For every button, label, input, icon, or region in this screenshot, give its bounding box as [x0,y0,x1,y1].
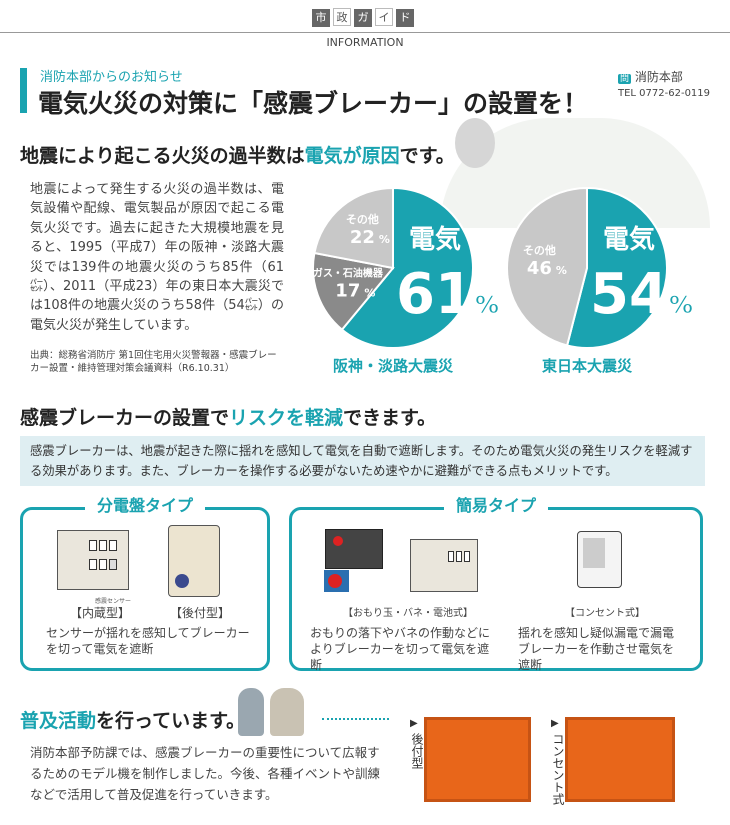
panel2-desc1: おもりの落下やバネの作動などによりブレーカーを切って電気を遮断 [310,626,491,672]
pie-title-higashi: 東日本大震災 [541,357,632,375]
pie-slice-label: その他 [346,212,379,226]
tag-char: 政 [333,8,351,26]
outlet-sensor-illustration [577,531,622,588]
firefighter-illustration [270,688,304,736]
builtin-breaker-illustration [57,530,129,590]
kicker: 消防本部からのお知らせ [40,70,183,85]
header-divider [0,32,730,33]
sensor-label: 感震センサー [95,598,132,605]
pie-slice [565,186,668,349]
section-label: INFORMATION [326,36,404,49]
panel-title: 分電盤タイプ [84,492,206,516]
retrofit-breaker-illustration [168,525,220,597]
pie-slice-value: 46 [527,258,552,279]
arrow-icon: ▶ [410,718,418,729]
arrow-icon: ▶ [551,718,559,729]
pie-slice-label: 電気 [603,224,655,255]
source-note: 出典：総務省消防庁 第1回住宅用火災警報器・感震ブレーカー設置・維持管理対策会議… [30,350,277,374]
heading-text: できます。 [343,407,437,429]
pie-slice [506,186,588,347]
pie-slice-value: 17 [335,280,360,301]
pie-percent-sign: % [364,286,375,299]
section2-heading: 感震ブレーカーの設置でリスクを軽減できます。 [20,403,436,430]
section1-body: 地震によって発生する火災の過半数は、電気設備や配線、電気製品が原因で起こる電気火… [30,182,284,333]
tag-char: ド [396,9,414,27]
tag-char: 市 [312,9,330,27]
title-accent-bar [20,68,27,113]
heading-highlight: 電気が原因 [304,145,400,167]
panel1-desc: センサーが揺れを感知してブレーカーを切って電気を遮断 [46,626,250,656]
pie-slice-value: 61 [396,262,474,327]
pie-slice [312,251,395,332]
weight-ball-device-illustration [325,529,383,569]
item-retrofit: 【後付型】 [170,606,231,620]
pie-title-hanshin: 阪神・淡路大震災 [332,357,453,375]
pie-slice [340,186,474,349]
pie-slice-label: 電気 [409,224,461,255]
section3-body: 消防本部予防課では、感震ブレーカーの重要性について広報するためのモデル機を制作し… [30,745,381,802]
pie-percent-sign: % [669,291,693,319]
model-photo-retrofit [424,717,531,802]
panel-title: 簡易タイプ [443,492,549,516]
item-outlet: 【コンセント式】 [565,608,645,619]
pie-slice [313,186,394,270]
model-photo-outlet [565,717,675,802]
pie-slice-value: 22 [350,227,375,248]
photo2-label: コンセント式 [551,733,565,805]
pie-slice-label: ガス・石油機器 [313,266,384,279]
panel2-desc2: 揺れを感知し疑似漏電で漏電ブレーカーを作動させ電気を遮断 [518,626,675,672]
dotted-divider [322,718,389,720]
firefighter-illustration [238,688,264,736]
contact-badge: 問 [618,74,632,84]
contact-dept: 消防本部 [634,70,683,84]
heading-highlight: 普及活動 [20,710,97,732]
heading-text: 地震により起こる火災の過半数は [20,145,305,167]
pie-percent-sign: % [379,233,390,246]
contact-tel: TEL 0772-62-0119 [618,88,711,99]
page-title: 電気火災の対策に「感震ブレーカー」の設置を！ [38,89,589,118]
item-builtin: 【内蔵型】 [70,606,131,620]
heading-text: 感震ブレーカーの設置で [20,407,230,429]
heading-text: を行っています。 [96,710,246,732]
smoke-illustration [455,118,495,168]
pie-percent-sign: % [556,264,567,277]
heading-highlight: リスクを軽減 [229,407,344,429]
tag-char: イ [375,8,393,26]
photo1-label: 後付型 [410,733,424,769]
pie-percent-sign: % [475,291,499,319]
section3-heading: 普及活動を行っています。 [20,706,245,733]
contact: 問 消防本部 TEL 0772-62-0119 [618,68,710,99]
section-tag: 市政ガイド [312,6,417,27]
pie-slice-label: その他 [523,243,556,257]
item-weight: 【おもり玉・バネ・電池式】 [343,608,473,619]
info-box: 感震ブレーカーは、地震が起きた際に揺れを感知して電気を自動で遮断します。そのため… [20,436,705,486]
heading-text: です。 [399,145,455,167]
weight-ball-base-illustration [324,570,349,592]
pie-slice-value: 54 [590,262,668,327]
section1-heading: 地震により起こる火災の過半数は電気が原因です。 [20,141,455,168]
spring-breaker-illustration [410,539,478,592]
tag-char: ガ [354,9,372,27]
